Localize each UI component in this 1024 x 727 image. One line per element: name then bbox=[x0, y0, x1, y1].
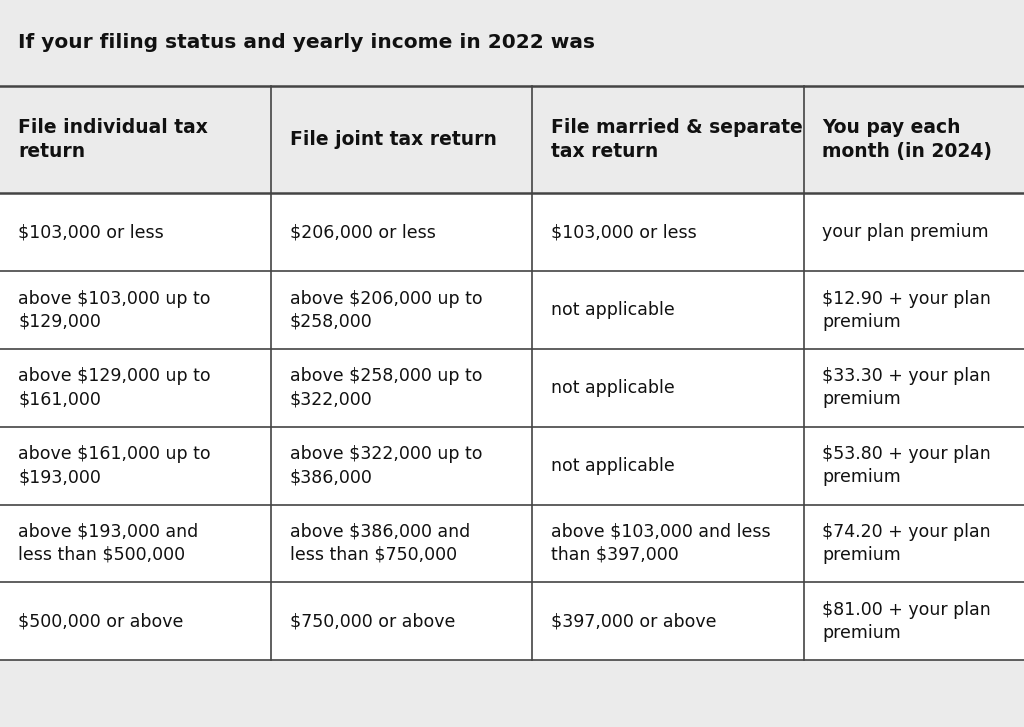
Text: above $206,000 up to
$258,000: above $206,000 up to $258,000 bbox=[290, 289, 482, 331]
Text: $74.20 + your plan
premium: $74.20 + your plan premium bbox=[822, 523, 991, 564]
Text: File individual tax
return: File individual tax return bbox=[18, 118, 208, 161]
Text: $397,000 or above: $397,000 or above bbox=[551, 612, 717, 630]
Text: above $193,000 and
less than $500,000: above $193,000 and less than $500,000 bbox=[18, 523, 199, 564]
Text: above $129,000 up to
$161,000: above $129,000 up to $161,000 bbox=[18, 367, 211, 409]
Text: $103,000 or less: $103,000 or less bbox=[551, 223, 696, 241]
Text: You pay each
month (in 2024): You pay each month (in 2024) bbox=[822, 118, 992, 161]
Text: If your filing status and yearly income in 2022 was: If your filing status and yearly income … bbox=[18, 33, 595, 52]
Text: $81.00 + your plan
premium: $81.00 + your plan premium bbox=[822, 601, 991, 642]
Text: $500,000 or above: $500,000 or above bbox=[18, 612, 183, 630]
Text: above $161,000 up to
$193,000: above $161,000 up to $193,000 bbox=[18, 445, 211, 486]
Text: your plan premium: your plan premium bbox=[822, 223, 989, 241]
Text: not applicable: not applicable bbox=[551, 301, 675, 319]
Text: above $103,000 and less
than $397,000: above $103,000 and less than $397,000 bbox=[551, 523, 770, 564]
Text: above $258,000 up to
$322,000: above $258,000 up to $322,000 bbox=[290, 367, 482, 409]
Text: $206,000 or less: $206,000 or less bbox=[290, 223, 435, 241]
Text: above $386,000 and
less than $750,000: above $386,000 and less than $750,000 bbox=[290, 523, 470, 564]
Text: $53.80 + your plan
premium: $53.80 + your plan premium bbox=[822, 445, 991, 486]
Text: File joint tax return: File joint tax return bbox=[290, 130, 497, 149]
Bar bbox=[0, 0, 1024, 86]
Text: not applicable: not applicable bbox=[551, 457, 675, 475]
Bar bbox=[0, 193, 1024, 660]
Text: not applicable: not applicable bbox=[551, 379, 675, 397]
Bar bbox=[0, 86, 1024, 193]
Text: above $322,000 up to
$386,000: above $322,000 up to $386,000 bbox=[290, 445, 482, 486]
Text: $750,000 or above: $750,000 or above bbox=[290, 612, 455, 630]
Text: $103,000 or less: $103,000 or less bbox=[18, 223, 164, 241]
Text: File married & separate
tax return: File married & separate tax return bbox=[551, 118, 803, 161]
Text: $12.90 + your plan
premium: $12.90 + your plan premium bbox=[822, 289, 991, 331]
Text: above $103,000 up to
$129,000: above $103,000 up to $129,000 bbox=[18, 289, 211, 331]
Text: $33.30 + your plan
premium: $33.30 + your plan premium bbox=[822, 367, 991, 409]
